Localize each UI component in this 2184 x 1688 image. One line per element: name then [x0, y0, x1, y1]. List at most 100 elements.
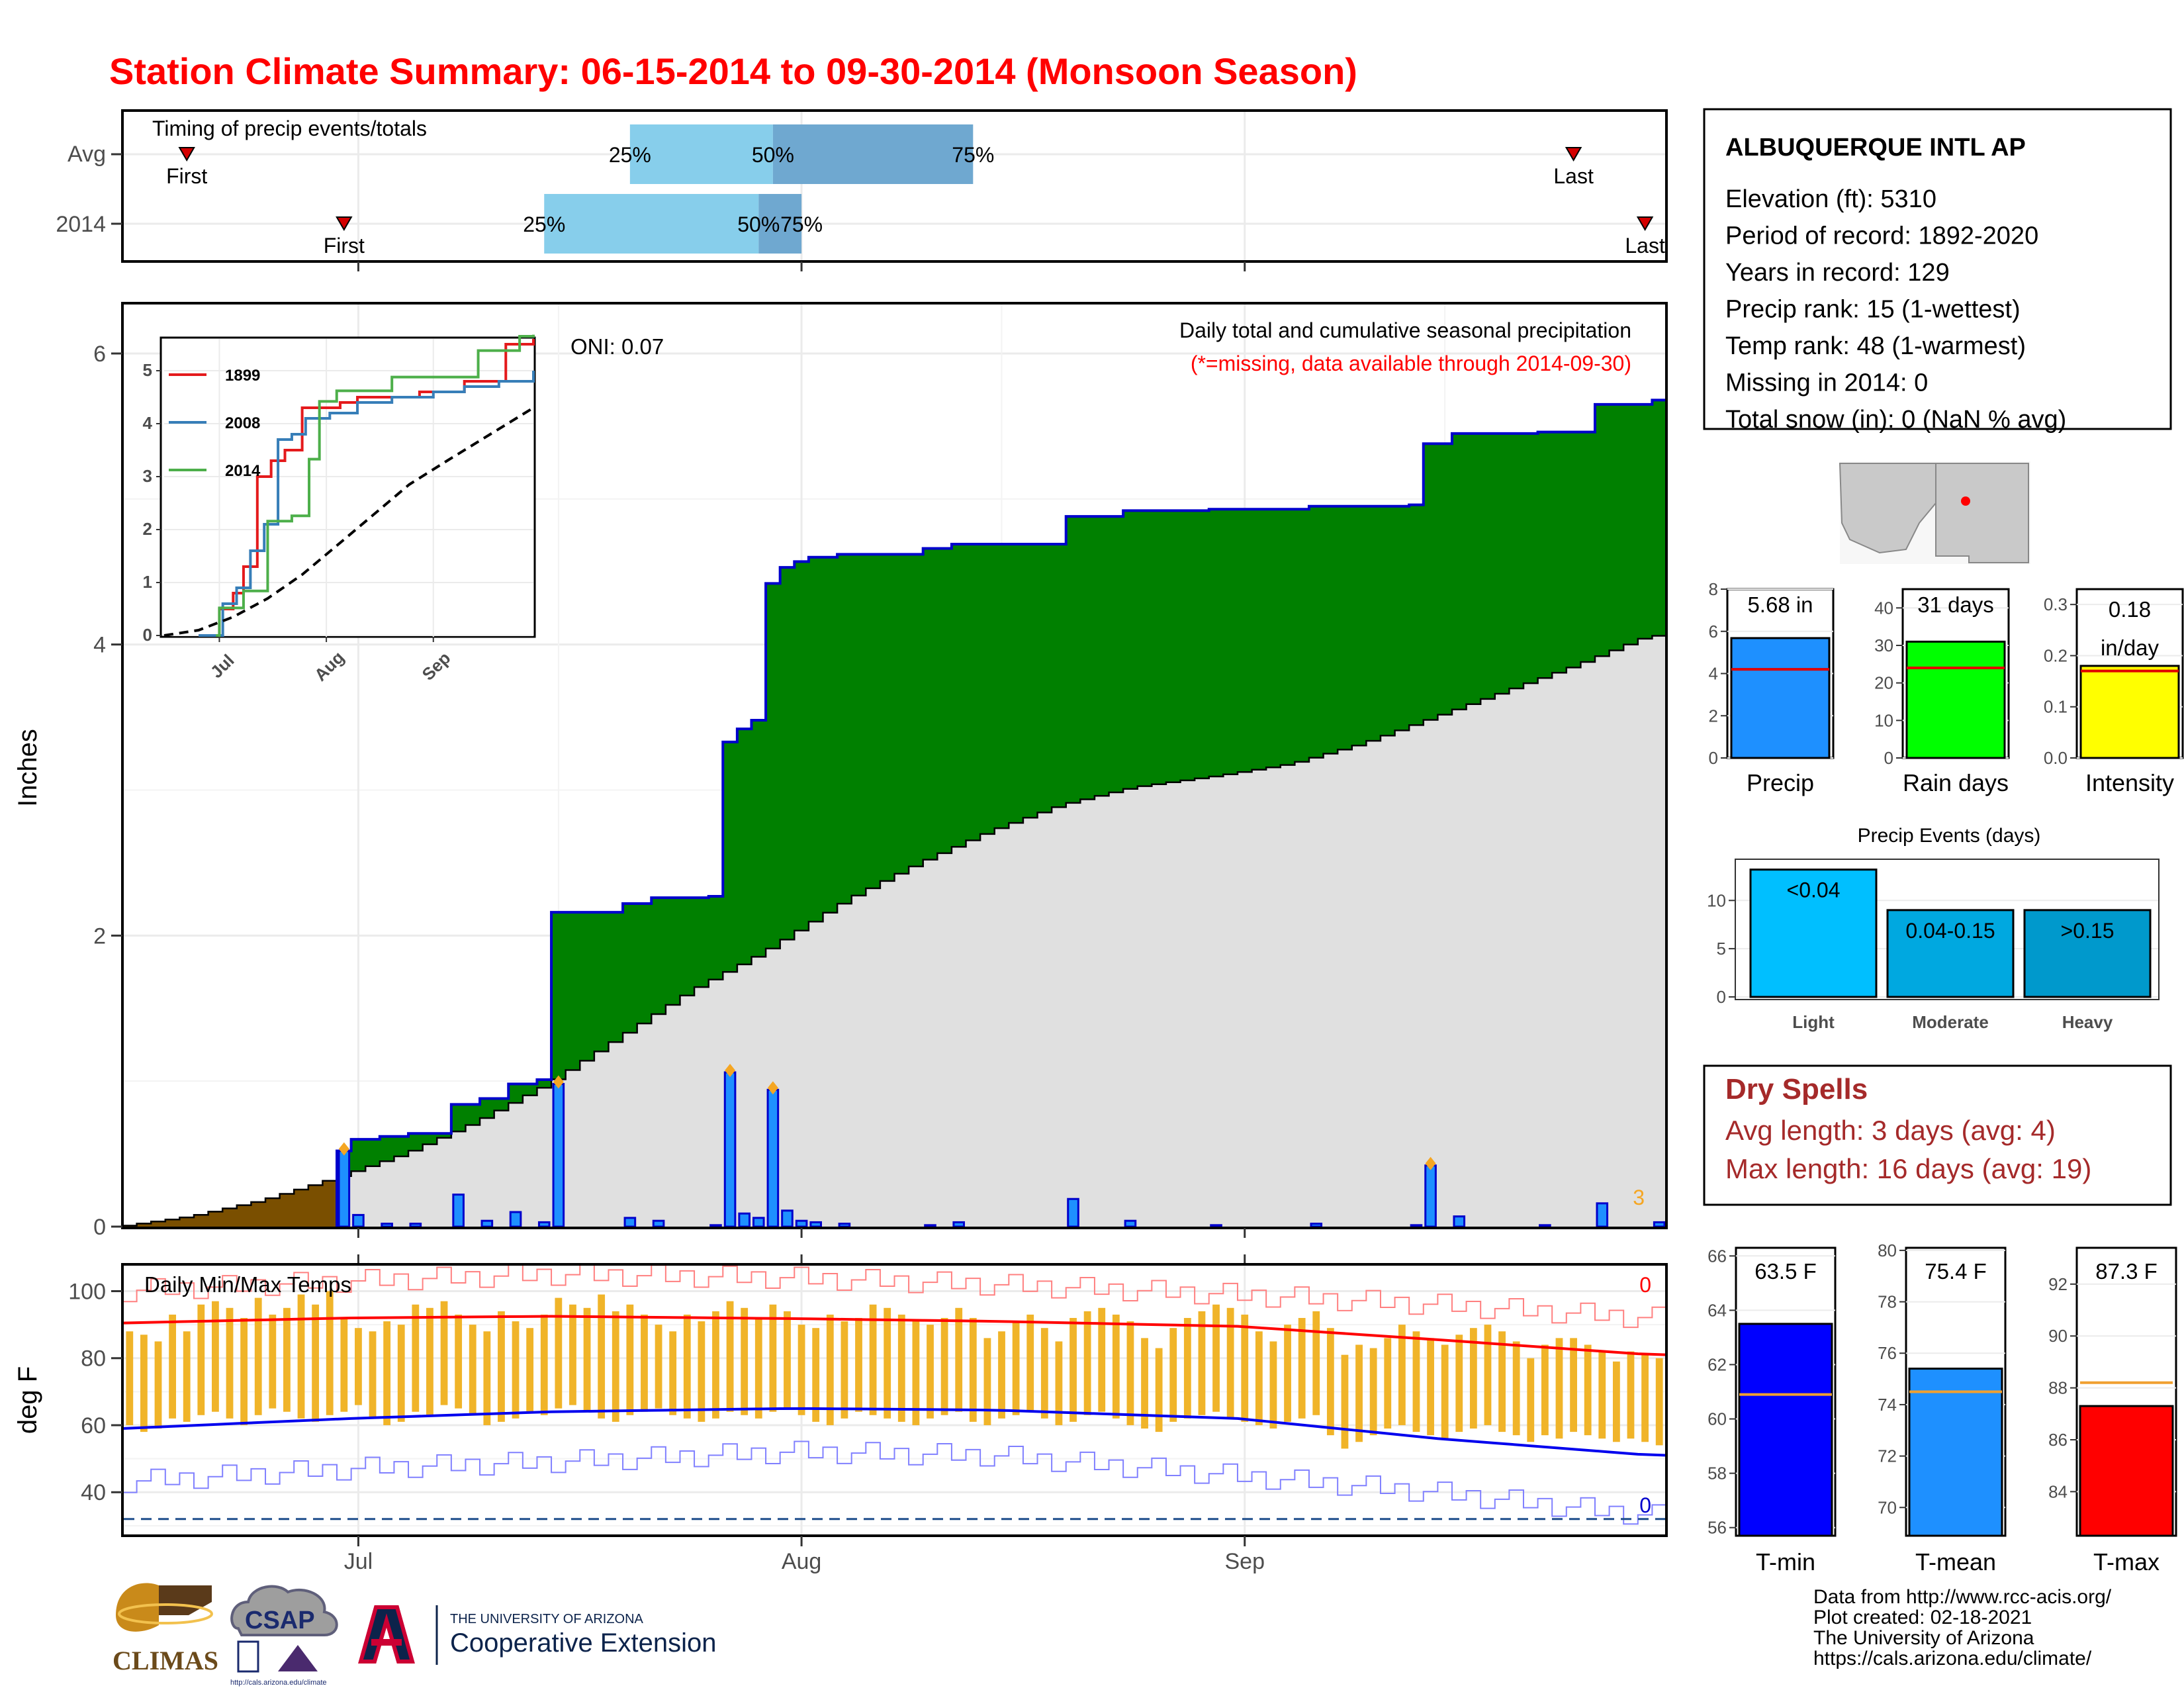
mini-bar-tick: 40 — [1874, 598, 1893, 618]
daily-temp-range-bar — [498, 1311, 505, 1422]
daily-temp-range-bar — [1398, 1325, 1406, 1425]
daily-temp-range-bar — [1598, 1351, 1606, 1439]
temp-bar-tick: 78 — [1878, 1292, 1897, 1312]
inset-y-tick: 5 — [143, 360, 152, 380]
inset-y-tick: 1 — [143, 572, 152, 592]
average-cumulative-area — [337, 635, 1666, 1227]
timing-p50-label: 50% — [737, 212, 780, 236]
university-of-arizona-logo: THE UNIVERSITY OF ARIZONA Cooperative Ex… — [358, 1605, 716, 1665]
precip-y-tick: 0 — [93, 1215, 106, 1240]
temp-max-count: 0 — [1639, 1273, 1651, 1297]
daily-temp-range-bar — [240, 1317, 248, 1425]
daily-temp-range-bar — [1183, 1317, 1191, 1419]
temperature-panel: 40 60 80 100 Jul Aug Sep Daily Min/Max Temps 0… — [13, 1263, 1668, 1574]
mini-bar-tick: 0.0 — [2044, 748, 2068, 768]
daily-temp-range-bar — [698, 1321, 705, 1422]
mini-bar-tick: 0.3 — [2044, 594, 2068, 614]
daily-temp-range-bar — [812, 1328, 820, 1422]
daily-temp-range-bar — [1212, 1304, 1220, 1412]
daily-temp-range-bar — [1584, 1344, 1592, 1436]
station-info-line: Total snow (in): 0 (NaN % avg) — [1725, 406, 2066, 434]
temp-bar-tick: 76 — [1878, 1343, 1897, 1363]
daily-temp-range-bar — [1326, 1328, 1334, 1436]
daily-temp-range-bar — [212, 1301, 219, 1412]
events-bar-heavy — [2023, 909, 2152, 998]
temp-bar-tick: 88 — [2048, 1378, 2068, 1398]
record-max-line — [122, 1263, 1666, 1329]
heavy-day-marker — [767, 1081, 778, 1095]
timing-first-label: First — [324, 234, 365, 258]
daily-temp-range-bar — [1298, 1317, 1306, 1419]
daily-temp-range-bar — [869, 1304, 877, 1415]
daily-precip-bar — [552, 1083, 565, 1228]
precip-annotation-missing: (*=missing, data available through 2014-… — [1191, 352, 1631, 375]
mini-bar-label: Precip — [1747, 769, 1814, 796]
temp-bar-tick: 84 — [2048, 1481, 2068, 1501]
dry-spells-max: Max length: 16 days (avg: 19) — [1725, 1153, 2091, 1184]
temp-bar-tick: 72 — [1878, 1446, 1897, 1466]
csap-logo: CSAP http://cals.arizona.edu/climate — [230, 1585, 338, 1687]
climas-logo: CLIMAS — [113, 1583, 218, 1675]
daily-temp-range-bar — [1469, 1328, 1477, 1429]
inset-y-tick: 4 — [143, 413, 153, 433]
temp-y-tick: 100 — [68, 1279, 106, 1304]
daily-temp-range-bar — [283, 1307, 291, 1412]
inset-legend-label: 2014 — [225, 462, 261, 480]
daily-temp-range-bar — [140, 1335, 148, 1432]
csap-logo-text: CSAP — [245, 1607, 315, 1634]
daily-temp-range-bar — [555, 1297, 563, 1409]
daily-temp-range-bar — [1570, 1338, 1577, 1432]
temp-bar-tick: 56 — [1707, 1518, 1727, 1538]
timing-first-marker — [178, 147, 195, 162]
temp-bar-tick: 74 — [1878, 1395, 1897, 1415]
temp-x-tick: Jul — [344, 1549, 373, 1574]
credits: Data from http://www.rcc-acis.org/ Plot … — [1813, 1586, 2112, 1669]
daily-temp-range-bar — [1655, 1358, 1663, 1446]
temp-bar-t-mean — [1908, 1368, 2003, 1537]
timing-panel: Timing of precip events/totals Avg 2014 … — [56, 109, 1668, 271]
temp-bar-t-min — [1738, 1323, 1833, 1537]
temp-y-label: deg F — [13, 1366, 42, 1434]
daily-temp-range-bar — [455, 1314, 463, 1409]
events-bar-label: <0.04 — [1787, 878, 1841, 902]
mini-bar-tick: 8 — [1709, 579, 1718, 599]
daily-temp-range-bar — [1427, 1338, 1434, 1436]
season-summary-bars: 0 2 4 6 8 5.68 in Precip 0 10 20 30 40 31 days Rain d… — [1709, 579, 2184, 796]
temp-y-tick: 60 — [81, 1413, 106, 1438]
daily-temp-range-bar — [1055, 1341, 1063, 1425]
daily-temp-range-bar — [1026, 1314, 1034, 1412]
precip-y-tick: 2 — [93, 923, 106, 949]
daily-temp-range-bar — [297, 1294, 305, 1419]
temp-bar-tick: 66 — [1707, 1246, 1727, 1266]
daily-temp-range-bar — [1612, 1361, 1620, 1442]
daily-temp-range-bar — [1498, 1331, 1506, 1432]
daily-temp-range-bar — [955, 1307, 963, 1412]
precip-y-label: Inches — [13, 729, 42, 807]
daily-temp-range-bar — [1455, 1335, 1463, 1432]
events-bar-label: >0.15 — [2061, 919, 2115, 943]
temp-bar-label: T-max — [2093, 1548, 2160, 1575]
daily-temp-range-bar — [397, 1325, 405, 1422]
events-title: Precip Events (days) — [1858, 825, 2041, 847]
timing-iqr-upper — [758, 194, 802, 254]
station-location-dot — [1961, 496, 1970, 506]
daily-temp-range-bar — [641, 1314, 648, 1412]
csap-logo-url: http://cals.arizona.edu/climate — [230, 1679, 327, 1687]
events-bar-light — [1749, 868, 1878, 998]
daily-precip-bar — [338, 1150, 351, 1228]
daily-temp-range-bar — [1441, 1344, 1449, 1439]
station-info-box: ALBUQUERQUE INTL AP Elevation (ft): 5310… — [1703, 108, 2172, 434]
daily-temp-range-bar — [1641, 1354, 1649, 1442]
heavy-day-marker — [1425, 1156, 1436, 1170]
page-title: Station Climate Summary: 06-15-2014 to 0… — [109, 50, 1357, 92]
heavy-day-marker — [725, 1063, 736, 1077]
temp-bar-tick: 92 — [2048, 1274, 2068, 1294]
daily-temp-range-bar — [712, 1311, 719, 1419]
daily-temp-range-bar — [1126, 1321, 1134, 1425]
daily-temp-range-bar — [154, 1341, 162, 1429]
daily-temp-range-bar — [1484, 1325, 1492, 1425]
daily-precip-bar — [381, 1223, 393, 1228]
daily-precip-bar — [509, 1211, 522, 1228]
daily-temp-range-bar — [483, 1331, 491, 1425]
